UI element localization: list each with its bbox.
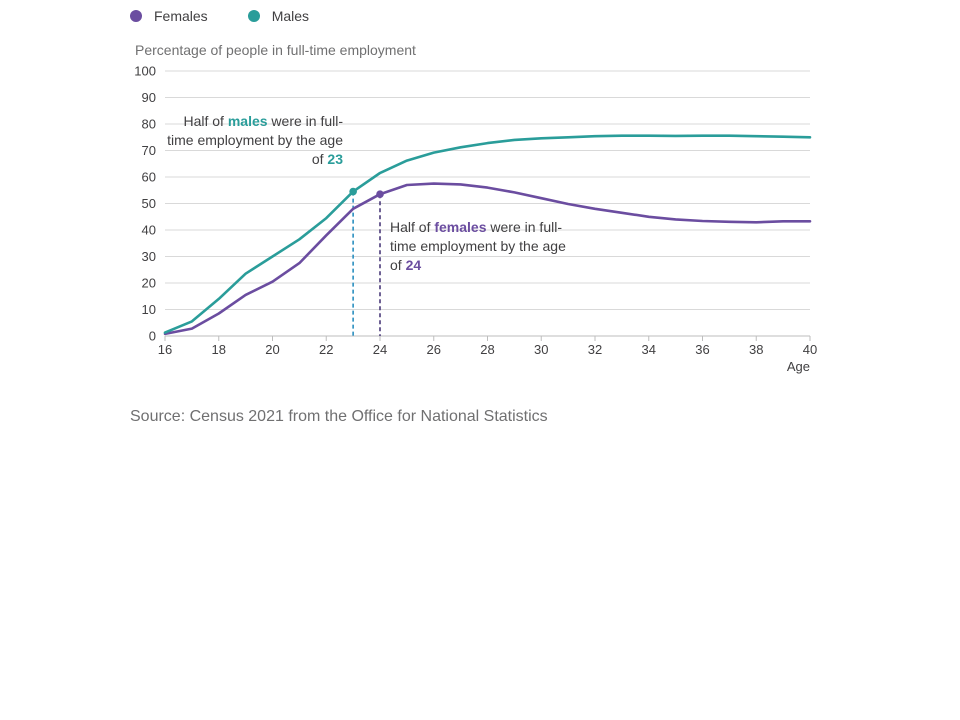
legend-dot-males — [247, 10, 260, 22]
y-tick-label-20: 20 — [142, 276, 156, 291]
marker-females — [376, 190, 384, 199]
annotation-females-highlight: females — [434, 219, 487, 235]
y-tick-label-40: 40 — [142, 223, 156, 238]
x-tick-label-30: 30 — [534, 342, 548, 357]
legend-label-males: Males — [271, 8, 310, 24]
x-tick-label-34: 34 — [642, 342, 656, 357]
annotation-females-mid: were in full-time employment by the age … — [390, 219, 566, 273]
legend-item-females: Females — [130, 8, 208, 24]
y-tick-label-30: 30 — [142, 249, 156, 264]
y-tick-label-60: 60 — [142, 170, 156, 185]
annotation-males-age: 23 — [327, 151, 343, 167]
annotation-males-mid: were in full-time employment by the age … — [167, 113, 343, 167]
line-chart: 0 10 20 30 40 50 60 70 80 90 100 16 18 20 22 24 26 28 30 32… — [134, 64, 817, 375]
x-tick-label-32: 32 — [588, 342, 602, 357]
annotation-males-pre: Half of — [183, 113, 228, 129]
x-tick-label-26: 26 — [427, 342, 441, 357]
x-tick-label-22: 22 — [319, 342, 333, 357]
y-tick-label-0: 0 — [149, 329, 156, 344]
annotation-males: Half of males were in full-time employme… — [160, 112, 343, 169]
legend-label-females: Females — [154, 8, 208, 24]
y-tick-label-10: 10 — [142, 302, 156, 317]
series-line-males — [163, 134, 812, 334]
y-axis-title: Percentage of people in full-time employ… — [135, 42, 416, 58]
x-axis-title: Age — [787, 359, 810, 374]
annotation-males-highlight: males — [227, 113, 268, 129]
annotation-females-pre: Half of — [390, 219, 435, 235]
source-note: Source: Census 2021 from the Office for … — [130, 408, 548, 425]
y-tick-label-90: 90 — [142, 90, 156, 105]
annotation-females-age: 24 — [405, 257, 422, 273]
x-tick-label-20: 20 — [265, 342, 279, 357]
annotation-females: Half of females were in full-time employ… — [390, 218, 580, 275]
marker-males — [349, 187, 357, 196]
y-tick-label-70: 70 — [142, 143, 156, 158]
x-tick-label-40: 40 — [803, 342, 817, 357]
x-tick-label-38: 38 — [749, 342, 763, 357]
x-tick-label-36: 36 — [695, 342, 709, 357]
x-tick-label-16: 16 — [158, 342, 172, 357]
legend-dot-females — [130, 10, 142, 22]
x-tick-label-28: 28 — [480, 342, 494, 357]
x-tick-label-24: 24 — [373, 342, 387, 357]
y-tick-label-80: 80 — [142, 117, 156, 132]
series-line-females — [163, 182, 812, 336]
legend-item-males: Males — [247, 8, 310, 24]
y-tick-label-100: 100 — [134, 64, 156, 79]
y-tick-label-50: 50 — [142, 196, 156, 211]
chart-legend: Females Males — [130, 8, 309, 24]
x-tick-label-18: 18 — [212, 342, 226, 357]
